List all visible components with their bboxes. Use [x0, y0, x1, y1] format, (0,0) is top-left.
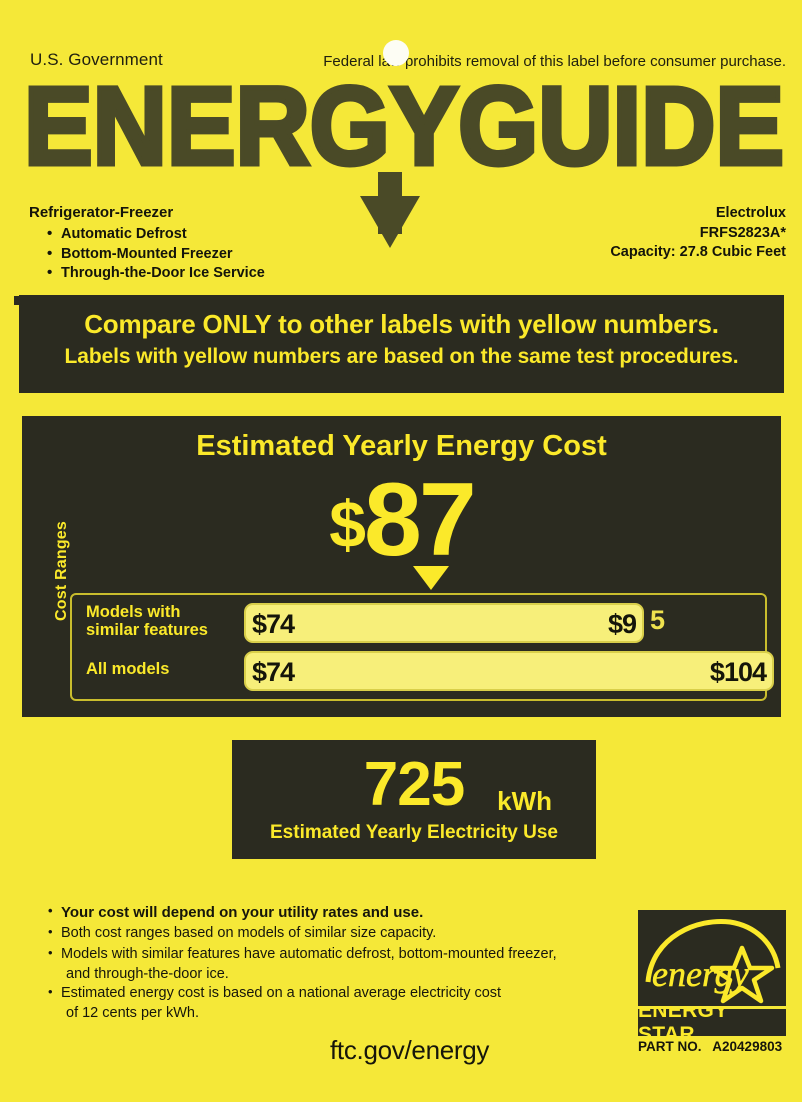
part-number: PART NO. A20429803 [638, 1039, 796, 1054]
product-type: Refrigerator-Freezer [29, 204, 174, 221]
cost-range-bar-similar-features: $74 $9 [244, 603, 644, 643]
cost-range-high-value: $104 [709, 657, 767, 687]
cost-ranges-label: Cost Ranges [53, 521, 70, 621]
ftc-url[interactable]: ftc.gov/energy [330, 1035, 490, 1065]
cost-range-row-label-line1: All models [86, 660, 170, 678]
currency-symbol: $ [329, 487, 366, 561]
energy-star-logo-icon: energy [638, 910, 786, 1006]
estimated-yearly-electricity-use-box: 725 kWh Estimated Yearly Electricity Use [229, 737, 599, 862]
product-description: Refrigerator-Freezer Automatic Defrost B… [29, 203, 265, 283]
svg-text:ENERGYGUIDE: ENERGYGUIDE [24, 78, 784, 178]
brand-name: Electrolux [715, 205, 786, 221]
model-number: FRFS2823A* [699, 224, 786, 241]
cost-range-high-overflow-digit: 5 [650, 605, 665, 635]
cost-range-row-label: All models [86, 660, 236, 678]
us-government-text: U.S. Government [30, 50, 163, 69]
banner-notch [14, 296, 22, 305]
footnote-item: Both cost ranges based on models of simi… [48, 924, 618, 943]
electricity-use-caption: Estimated Yearly Electricity Use [270, 822, 558, 843]
footnote-item: Your cost will depend on your utility ra… [48, 903, 618, 922]
brand-model-block: Electrolux FRFS2823A* Capacity: 27.8 Cub… [610, 204, 786, 263]
cost-ranges-frame: Models with similar features $74 $9 5 Al… [70, 593, 774, 701]
compare-banner-line1: Compare ONLY to other labels with yellow… [84, 309, 719, 339]
cost-range-row-label: Models with similar features [86, 603, 236, 640]
part-number-label: PART NO. [638, 1039, 702, 1054]
compare-banner: Compare ONLY to other labels with yellow… [19, 295, 784, 393]
energyguide-wordmark: ENERGYGUIDE [24, 78, 784, 178]
cost-position-pointer [412, 566, 449, 590]
cost-range-row-label-line1: Models with [86, 603, 181, 621]
footnote-item: Models with similar features have automa… [48, 945, 618, 964]
cost-range-low-value: $74 [252, 609, 295, 639]
cost-amount: 87 [364, 462, 477, 578]
cost-range-row-label-line2: similar features [86, 621, 208, 640]
footnote-continuation: and through-the-door ice. [66, 966, 229, 983]
product-feature: Bottom-Mounted Freezer [47, 243, 265, 264]
energy-cost-value: $87 [22, 468, 781, 572]
y-descender-arrow-head [360, 196, 420, 248]
svg-text:energy: energy [652, 954, 749, 994]
energy-cost-title: Estimated Yearly Energy Cost [196, 430, 607, 462]
footnote-list: Your cost will depend on your utility ra… [48, 903, 618, 1023]
capacity-text: Capacity: 27.8 Cubic Feet [610, 244, 786, 261]
product-feature-list: Automatic Defrost Bottom-Mounted Freezer… [29, 224, 265, 284]
energy-star-name: ENERGY STAR [638, 999, 786, 1046]
estimated-yearly-energy-cost-box: Estimated Yearly Energy Cost $87 Cost Ra… [19, 413, 784, 720]
product-feature: Automatic Defrost [47, 224, 265, 245]
federal-law-notice: Federal law prohibits removal of this la… [323, 53, 786, 70]
cost-range-bar-all-models: $74 $104 [244, 651, 774, 691]
product-feature: Through-the-Door Ice Service [47, 263, 265, 284]
part-number-value: A20429803 [712, 1039, 783, 1054]
footnote-continuation: of 12 cents per kWh. [66, 1005, 199, 1022]
cost-range-high-value: $9 [607, 609, 637, 639]
footnote-item: Estimated energy cost is based on a nati… [48, 984, 618, 1003]
energy-star-block: energy ENERGY STAR PART NO. A20429803 [638, 910, 786, 1054]
cost-range-low-value: $74 [252, 657, 295, 687]
electricity-use-unit: kWh [497, 786, 552, 816]
compare-banner-line2: Labels with yellow numbers are based on … [64, 345, 739, 368]
punch-hole-mark [383, 40, 409, 66]
electricity-use-value: 725 [363, 750, 465, 819]
